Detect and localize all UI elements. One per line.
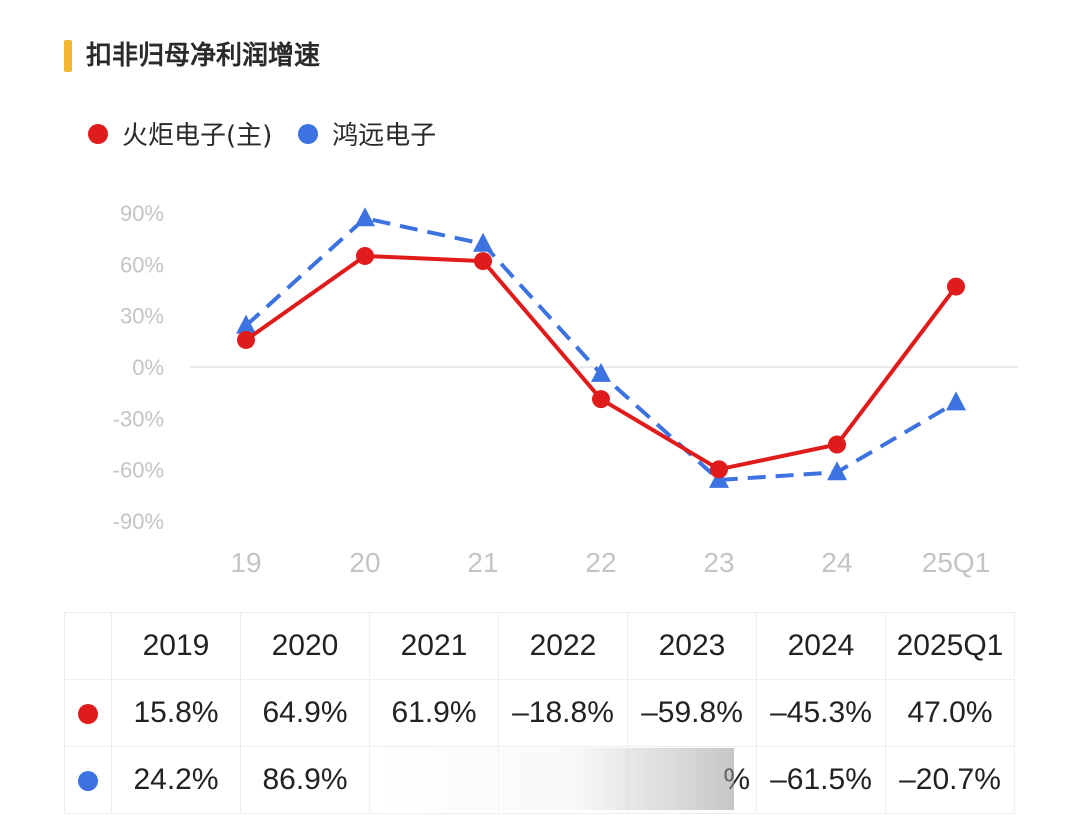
table-cell: 61.9% [369, 679, 499, 747]
x-axis: 19 20 21 22 23 24 25Q1 [230, 547, 990, 578]
x-tick-label: 24 [821, 547, 852, 578]
x-tick-label: 25Q1 [922, 547, 991, 578]
row-marker-cell [64, 746, 112, 814]
table-header-cell: 2024 [756, 612, 886, 680]
data-point [947, 277, 965, 296]
data-point [473, 232, 493, 252]
x-tick-label: 21 [467, 547, 498, 578]
x-tick-label: 22 [585, 547, 616, 578]
table-header-cell: 2022 [498, 612, 628, 680]
data-point [592, 390, 610, 409]
table-cell: 47.0% [885, 679, 1015, 747]
y-tick-label: -60% [113, 458, 164, 483]
y-tick-label: -90% [113, 509, 164, 534]
table-header-cell: 2020 [240, 612, 370, 680]
data-point [710, 460, 728, 479]
row-marker-cell [64, 679, 112, 747]
y-tick-label: 30% [120, 304, 164, 329]
legend: 火炬电子(主) 鸿远电子 [88, 115, 462, 152]
table-header-cell: 2019 [111, 612, 241, 680]
legend-label: 火炬电子(主) [122, 121, 273, 151]
data-point [356, 246, 374, 265]
legend-dot-blue [298, 123, 319, 144]
table-row-huoju: 15.8% 64.9% 61.9% –18.8% –59.8% –45.3% 4… [64, 679, 1015, 747]
data-point [591, 362, 611, 382]
series-group [236, 207, 966, 488]
y-tick-label: -30% [113, 406, 164, 431]
y-axis: 90% 60% 30% 0% -30% -60% -90% [113, 201, 164, 534]
blue-dot-icon [78, 771, 98, 792]
data-point [946, 391, 966, 411]
y-tick-label: 0% [132, 355, 164, 380]
table-cell: 64.9% [240, 679, 370, 747]
obscured-region [372, 748, 734, 810]
table-corner-cell [64, 612, 112, 680]
chart-title: 扣非归母净利润增速 [86, 41, 321, 71]
data-point [827, 461, 847, 481]
table-cell: –59.8% [627, 679, 757, 747]
table-cell: 24.2% [111, 746, 241, 814]
table-cell: –45.3% [756, 679, 886, 747]
table-header-cell: 2021 [369, 612, 499, 680]
table-cell: –20.7% [885, 746, 1015, 814]
x-tick-label: 23 [703, 547, 734, 578]
x-tick-label: 19 [230, 547, 261, 578]
line-chart: 90% 60% 30% 0% -30% -60% -90% 19 20 21 22 23 24 25Q1 [113, 201, 1018, 578]
data-point [236, 314, 256, 334]
table-cell: –18.8% [498, 679, 628, 747]
table-header-cell: 2025Q1 [885, 612, 1015, 680]
data-point [709, 468, 729, 488]
red-dot-icon [78, 704, 98, 725]
data-point [474, 252, 492, 271]
legend-item-huoju[interactable]: 火炬电子(主) [88, 115, 272, 152]
table-header-cell: 2023 [627, 612, 757, 680]
table-cell: 86.9% [240, 746, 370, 814]
legend-label: 鸿远电子 [332, 121, 437, 151]
series-line [244, 253, 958, 472]
table-cell: 15.8% [111, 679, 241, 747]
legend-item-hongyuan[interactable]: 鸿远电子 [298, 115, 436, 152]
title-accent-bar [64, 40, 72, 72]
data-point [355, 207, 375, 227]
y-tick-label: 90% [120, 201, 164, 226]
table-cell: –61.5% [756, 746, 886, 814]
y-tick-label: 60% [120, 252, 164, 277]
table-header-row: 2019 2020 2021 2022 2023 2024 2025Q1 [64, 612, 1015, 680]
data-point [237, 330, 255, 349]
legend-dot-red [88, 123, 108, 144]
series-line [244, 216, 958, 482]
x-tick-label: 20 [349, 547, 380, 578]
data-point [828, 435, 846, 454]
